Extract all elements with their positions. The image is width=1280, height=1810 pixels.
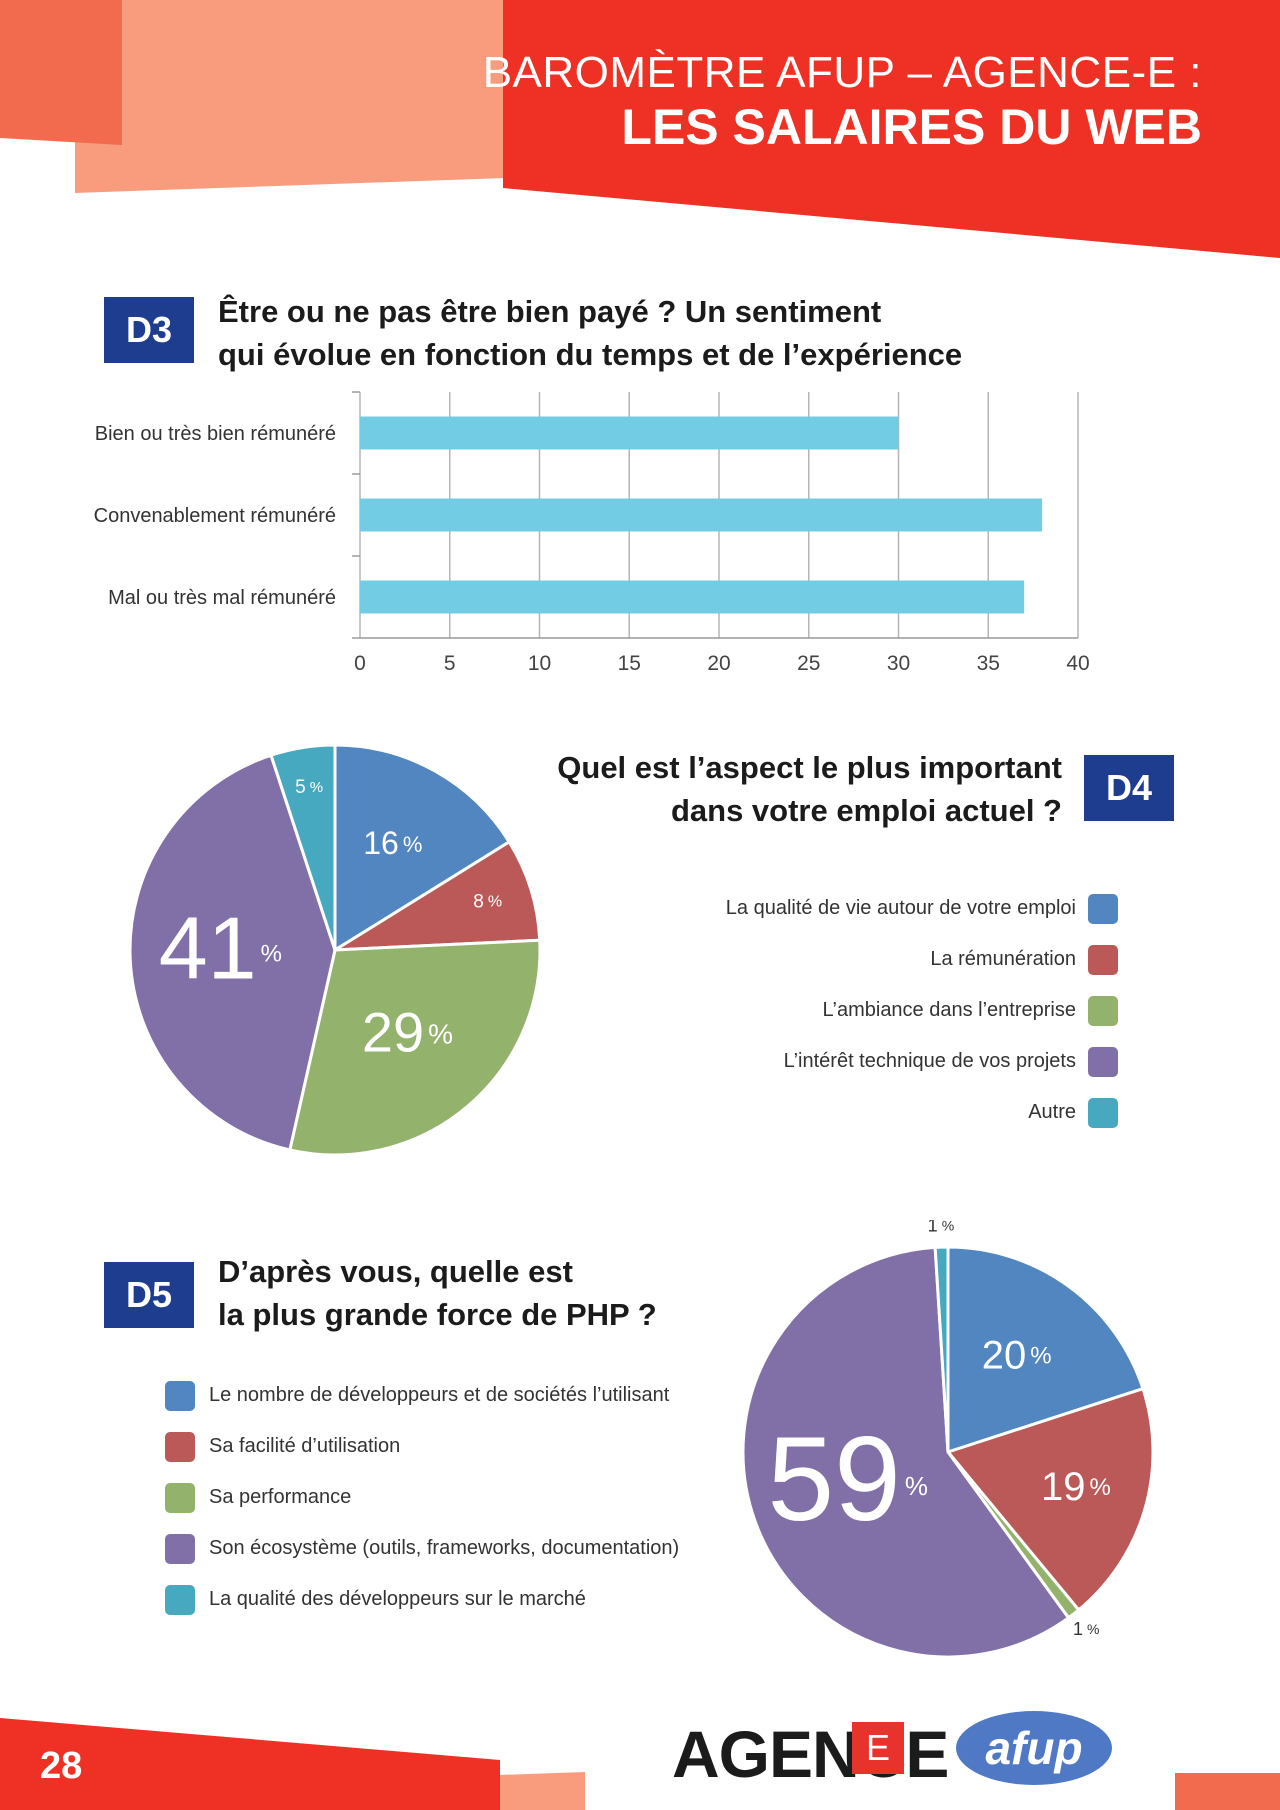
legend-item: Son écosystème (outils, frameworks, docu… <box>165 1523 679 1574</box>
x-tick-label: 35 <box>977 652 1000 675</box>
pie-value-label: 5% <box>295 777 323 798</box>
x-tick-label: 30 <box>887 652 910 675</box>
d4-pie-chart: 16 % 8 % 29 % 41 % 5% <box>128 743 542 1157</box>
legend-item: La rémunération <box>726 934 1118 985</box>
d5-title-line1: D’après vous, quelle est <box>218 1254 573 1289</box>
y-category-label: Bien ou très bien rémunéré <box>95 423 336 445</box>
d5-title-line2: la plus grande force de PHP ? <box>218 1297 657 1332</box>
legend-label: La rémunération <box>930 948 1076 970</box>
d5-title: D’après vous, quelle est la plus grande … <box>218 1250 657 1336</box>
agence-e-logo-icon: E <box>852 1722 904 1774</box>
afup-logo: afup <box>956 1711 1112 1785</box>
x-tick-label: 5 <box>444 652 456 675</box>
legend-item: La qualité de vie autour de votre emploi <box>726 883 1118 934</box>
legend-item: La qualité des développeurs sur le march… <box>165 1574 679 1625</box>
legend-label: La qualité de vie autour de votre emploi <box>725 897 1076 919</box>
x-tick-label: 20 <box>707 652 730 675</box>
legend-label: Son écosystème (outils, frameworks, docu… <box>209 1537 680 1559</box>
pie-value-label: 16% <box>363 826 422 862</box>
legend-item: L’intérêt technique de vos projets <box>726 1036 1118 1087</box>
x-tick-label: 25 <box>797 652 820 675</box>
agence-logo: AGENCE <box>672 1717 949 1791</box>
pie-value-label: 59% <box>767 1412 928 1546</box>
legend-item: Sa facilité d’utilisation <box>165 1421 679 1472</box>
footer-right-shape <box>1175 1773 1280 1810</box>
y-category-label: Convenablement rémunéré <box>94 505 336 527</box>
legend-swatch <box>1088 1046 1118 1077</box>
pie-slice <box>333 743 512 953</box>
header-title: LES SALAIRES DU WEB <box>621 99 1202 155</box>
legend-swatch <box>1088 893 1118 924</box>
d4-title-line1: Quel est l’aspect le plus important <box>557 750 1062 785</box>
footer-red-shape <box>0 1718 500 1810</box>
legend-swatch <box>1088 944 1118 975</box>
pie-slice <box>329 839 542 952</box>
x-tick-label: 0 <box>354 652 366 675</box>
badge-d3: D3 <box>104 297 194 363</box>
pie-value-label: 41% <box>159 899 282 998</box>
legend-item: L’ambiance dans l’entreprise <box>726 985 1118 1036</box>
d5-pie-chart: 20 % 19 % 1 % 59 % 1% <box>741 1220 1155 1659</box>
pie-value-label: 19% <box>1041 1465 1111 1509</box>
d3-title-line2: qui évolue en fonction du temps et de l’… <box>218 337 963 372</box>
header-red-shape <box>503 0 1280 258</box>
pie-value-label: 8% <box>473 892 502 913</box>
legend-label: Autre <box>1028 1101 1076 1123</box>
d4-title: Quel est l’aspect le plus important dans… <box>557 746 1062 832</box>
legend-swatch <box>1088 995 1118 1026</box>
pie-slice <box>933 1245 950 1453</box>
legend-item: Autre <box>726 1087 1118 1138</box>
badge-d4: D4 <box>1084 755 1174 821</box>
badge-d5: D5 <box>104 1262 194 1328</box>
pie-value-label: 20% <box>982 1333 1052 1377</box>
d3-bar-chart: 0 5 10 15 20 25 30 35 40 Bien ou très bien rémuné… <box>94 391 1090 675</box>
legend-label: Sa facilité d’utilisation <box>209 1435 401 1457</box>
header-dark-salmon-shape <box>0 0 122 145</box>
pie-slice <box>269 743 337 951</box>
legend-label: L’ambiance dans l’entreprise <box>822 999 1077 1021</box>
d3-title: Être ou ne pas être bien payé ? Un senti… <box>218 290 962 376</box>
d4-legend: La qualité de vie autour de votre emploi… <box>726 883 1118 1138</box>
pie-value-label: 1% <box>928 1220 954 1235</box>
pie-slice <box>128 753 337 1152</box>
legend-item: Le nombre de développeurs et de sociétés… <box>165 1370 679 1421</box>
bar <box>360 498 1043 532</box>
page-number: 28 <box>40 1745 83 1787</box>
legend-swatch <box>165 1380 195 1411</box>
d4-title-line2: dans votre emploi actuel ? <box>670 793 1062 828</box>
d5-legend: Le nombre de développeurs et de sociétés… <box>165 1370 679 1625</box>
header-salmon-shape <box>75 0 505 193</box>
x-tick-label: 10 <box>528 652 551 675</box>
pie-value-label: 29% <box>362 1000 453 1063</box>
legend-label: L’intérêt technique de vos projets <box>783 1050 1076 1072</box>
legend-swatch <box>165 1431 195 1462</box>
header-subtitle: BAROMÈTRE AFUP – AGENCE-E : <box>482 48 1202 97</box>
x-tick-label: 40 <box>1066 652 1089 675</box>
pie-slice <box>946 1245 1145 1455</box>
pie-slice <box>288 938 542 1157</box>
legend-swatch <box>165 1584 195 1615</box>
pie-slice <box>945 1386 1155 1613</box>
legend-label: Sa performance <box>209 1486 352 1508</box>
x-tick-label: 15 <box>618 652 641 675</box>
legend-label: La qualité des développeurs sur le march… <box>209 1588 586 1610</box>
bar <box>360 580 1025 614</box>
legend-swatch <box>165 1482 195 1513</box>
d3-title-line1: Être ou ne pas être bien payé ? Un senti… <box>218 294 882 329</box>
y-category-label: Mal ou très mal rémunéré <box>108 587 336 609</box>
legend-label: Le nombre de développeurs et de sociétés… <box>209 1384 670 1406</box>
pie-slice <box>741 1245 1071 1659</box>
legend-swatch <box>165 1533 195 1564</box>
legend-swatch <box>1088 1097 1118 1128</box>
bar <box>360 416 899 450</box>
pie-value-label: 1% <box>1073 1619 1099 1639</box>
legend-item: Sa performance <box>165 1472 679 1523</box>
